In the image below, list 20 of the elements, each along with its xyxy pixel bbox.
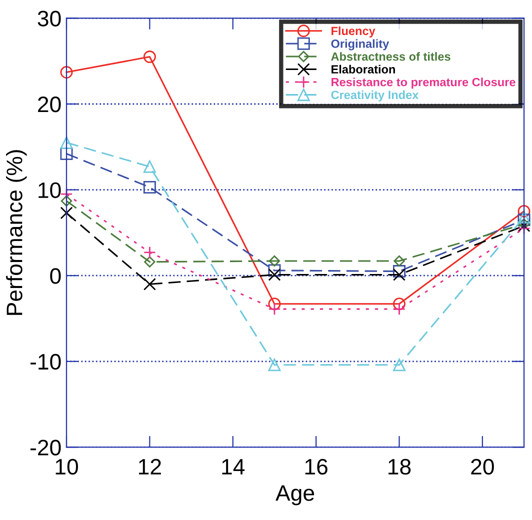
y-axis-title: Performance (%) — [6, 150, 27, 315]
y-tick-label: 20 — [38, 96, 61, 112]
legend-label: Originality — [331, 39, 390, 50]
x-tick-label: 18 — [388, 458, 411, 475]
legend-label: Fluency — [332, 26, 376, 38]
x-tick-label: 14 — [222, 459, 245, 474]
y-tick-label: -10 — [30, 354, 61, 370]
x-axis-title: Age — [276, 485, 314, 506]
y-tick-label: 30 — [38, 10, 61, 26]
legend-label: Abstractness of titles — [331, 52, 450, 61]
x-tick-label: 12 — [139, 458, 161, 474]
legend-label: Creativity Index — [331, 90, 419, 102]
x-tick-label: 10 — [56, 458, 78, 475]
y-tick-label: 10 — [38, 182, 61, 198]
y-tick-label: 0 — [50, 268, 61, 284]
x-tick-label: 20 — [471, 458, 494, 475]
x-tick-label: 16 — [305, 458, 328, 475]
legend-label: Resistance to premature Closure — [332, 78, 516, 89]
legend-label: Elaboration — [332, 64, 395, 74]
y-tick-label: -20 — [30, 440, 61, 456]
